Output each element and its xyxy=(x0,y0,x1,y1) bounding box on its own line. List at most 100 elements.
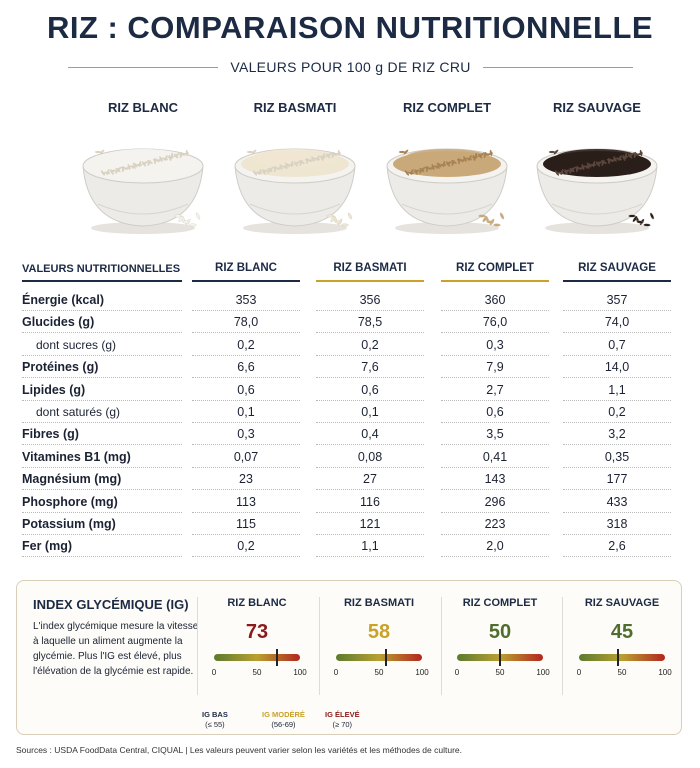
row-divider xyxy=(316,354,424,356)
table-cell: 74,0 xyxy=(604,315,630,330)
table-row: Fer (mg) 0,2 1,1 2,0 2,6 xyxy=(22,536,674,558)
table-cell: 76,0 xyxy=(482,315,508,330)
table-cell: 121 xyxy=(359,517,381,531)
table-cell: 115 xyxy=(236,517,256,531)
rice-variety-1: RIZ BLANC xyxy=(78,100,208,239)
ig-legend-item: IG ÉLEVÉ (≥ 70) xyxy=(325,710,360,730)
row-divider xyxy=(192,399,300,401)
row-divider xyxy=(192,489,300,491)
table-column-underline xyxy=(316,280,424,282)
table-cell: 223 xyxy=(484,517,506,531)
row-divider xyxy=(316,399,424,401)
table-cell: 0,41 xyxy=(482,449,508,464)
row-label: Phosphore (mg) xyxy=(22,494,118,509)
ig-column-separator xyxy=(197,597,198,695)
row-label: Magnésium (mg) xyxy=(22,472,122,487)
row-divider xyxy=(441,354,549,356)
table-cell: 116 xyxy=(360,494,380,509)
table-cell: 78,0 xyxy=(233,315,259,330)
row-divider xyxy=(192,534,300,535)
row-divider xyxy=(316,332,424,334)
row-divider xyxy=(441,534,549,535)
table-cell: 177 xyxy=(606,472,628,487)
table-cell: 360 xyxy=(484,293,506,307)
ig-legend-label: IG BAS xyxy=(202,710,228,719)
ig-tick-label: 50 xyxy=(495,668,505,677)
row-divider xyxy=(22,377,182,379)
ig-column-separator xyxy=(562,597,563,695)
row-label: dont sucres (g) xyxy=(36,337,117,352)
table-cell: 1,1 xyxy=(361,539,379,554)
ig-value: 73 xyxy=(245,621,269,643)
row-divider xyxy=(563,489,671,491)
ig-gauge-ticks: 0 50 100 xyxy=(324,668,434,680)
ig-gauge-ticks: 0 50 100 xyxy=(445,668,555,680)
row-divider xyxy=(563,534,671,535)
ig-tick-label: 50 xyxy=(617,668,627,677)
row-divider xyxy=(316,534,424,535)
table-cell: 0,4 xyxy=(361,427,379,442)
ig-legend-item: IG MODÉRÉ (56-69) xyxy=(262,710,305,730)
row-divider xyxy=(22,489,182,491)
ig-gauge-ticks: 0 50 100 xyxy=(567,668,677,680)
row-divider xyxy=(316,511,424,513)
ig-gauge-ticks: 0 50 100 xyxy=(202,668,312,680)
table-column-underline xyxy=(192,280,300,282)
ig-gauge-marker xyxy=(616,649,619,666)
row-divider xyxy=(192,332,300,334)
ig-legend-item: IG BAS (≤ 55) xyxy=(202,710,228,730)
table-cell: 1,1 xyxy=(608,382,626,397)
ig-item-name: RIZ SAUVAGE xyxy=(584,597,660,609)
ig-value: 45 xyxy=(610,621,634,643)
table-cell: 357 xyxy=(606,293,628,307)
row-divider xyxy=(441,332,549,334)
row-divider xyxy=(563,310,671,311)
table-row: Potassium (mg) 115 121 223 318 xyxy=(22,514,674,536)
ig-gauge-bar xyxy=(457,649,543,666)
row-divider xyxy=(192,354,300,356)
table-cell: 113 xyxy=(236,494,256,509)
ig-item-name: RIZ BASMATI xyxy=(343,597,415,609)
rice-variety-2: RIZ BASMATI xyxy=(230,100,360,239)
ig-item: RIZ SAUVAGE 45 0 50 100 xyxy=(567,597,677,680)
row-divider xyxy=(441,422,549,423)
row-label: Énergie (kcal) xyxy=(22,293,104,307)
table-column-header: RIZ BLANC xyxy=(215,262,277,274)
ig-tick-label: 100 xyxy=(536,668,550,677)
row-divider xyxy=(441,377,549,379)
table-cell: 7,6 xyxy=(361,360,379,375)
table-cell: 143 xyxy=(484,472,506,487)
ig-item-name: RIZ COMPLET xyxy=(462,597,538,609)
subtitle-rule-right xyxy=(482,66,633,68)
table-column-header: RIZ BASMATI xyxy=(333,262,407,274)
row-divider xyxy=(316,377,424,379)
ig-tick-label: 100 xyxy=(658,668,672,677)
table-cell: 7,9 xyxy=(486,360,504,375)
ig-legend-label: IG ÉLEVÉ xyxy=(325,710,360,719)
row-divider xyxy=(22,422,182,423)
table-cell: 0,7 xyxy=(608,337,626,352)
row-label: Fibres (g) xyxy=(22,427,79,442)
table-row: Fibres (g) 0,3 0,4 3,5 3,2 xyxy=(22,424,674,446)
table-cell: 0,2 xyxy=(237,539,255,554)
row-label: dont saturés (g) xyxy=(36,405,121,419)
ig-column-separator xyxy=(441,597,442,695)
table-cell: 0,3 xyxy=(486,337,504,352)
table-cell: 0,2 xyxy=(608,405,626,419)
row-divider xyxy=(22,556,182,558)
table-row: Lipides (g) 0,6 0,6 2,7 1,1 xyxy=(22,380,674,402)
table-row: Phosphore (mg) 113 116 296 433 xyxy=(22,492,674,514)
ig-item: RIZ BLANC 73 0 50 100 xyxy=(202,597,312,680)
rice-bowl-icon xyxy=(382,124,512,239)
rice-variety-4: RIZ SAUVAGE xyxy=(532,100,662,239)
ig-item: RIZ COMPLET 50 0 50 100 xyxy=(445,597,555,680)
rice-bowl-icon xyxy=(78,124,208,239)
subtitle-rule-left xyxy=(68,66,219,68)
row-divider xyxy=(192,444,300,446)
row-divider xyxy=(22,444,182,446)
ig-tick-label: 0 xyxy=(333,668,339,677)
row-divider xyxy=(192,466,300,468)
ig-description: L'index glycémique mesure la vitesse à l… xyxy=(33,621,199,677)
table-row: Glucides (g) 78,0 78,5 76,0 74,0 xyxy=(22,312,674,334)
row-divider xyxy=(192,422,300,423)
